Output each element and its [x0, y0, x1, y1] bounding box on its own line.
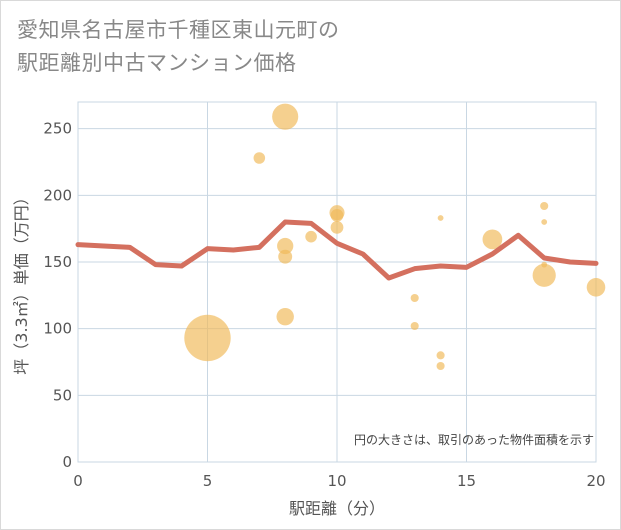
- data-bubble: [541, 219, 548, 225]
- x-tick-label: 5: [203, 472, 213, 490]
- data-bubble: [272, 103, 299, 130]
- data-bubble: [184, 314, 231, 362]
- y-axis-title: 坪（3.3㎡）単価（万円）: [12, 189, 31, 374]
- chart-title-line-2: 駅距離別中古マンション価格: [17, 51, 297, 75]
- x-tick-label: 15: [457, 472, 476, 490]
- data-bubble: [410, 293, 419, 303]
- data-bubble: [277, 237, 294, 255]
- y-tick-label: 250: [43, 120, 72, 138]
- data-bubble: [305, 230, 317, 243]
- data-bubble: [410, 321, 419, 331]
- x-tick-label: 0: [73, 472, 83, 490]
- data-bubble: [278, 249, 293, 264]
- data-bubble: [586, 278, 606, 297]
- y-tick-label: 100: [43, 320, 72, 338]
- data-bubble: [532, 263, 556, 287]
- data-bubble: [330, 208, 344, 222]
- average-price-line: [75, 219, 599, 281]
- x-tick-label: 20: [586, 472, 605, 490]
- data-bubble: [330, 220, 344, 234]
- y-tick-label: 200: [43, 186, 72, 204]
- x-tick-label: 10: [327, 472, 346, 490]
- chart-title: 愛知県名古屋市千種区東山元町の 駅距離別中古マンション価格: [17, 14, 340, 80]
- y-tick-label: 50: [53, 386, 72, 404]
- data-bubble: [436, 361, 445, 371]
- axis-ticks: 0 50 100 150 200 250 0 5 10 15 20: [43, 120, 605, 490]
- size-note: 円の大きさは、取引のあった物件面積を示す: [354, 432, 594, 447]
- average-line: [75, 219, 599, 281]
- bubbles: [184, 103, 606, 371]
- x-axis-title: 駅距離（分）: [289, 499, 385, 518]
- data-bubble: [540, 201, 549, 211]
- data-bubble: [253, 152, 266, 164]
- y-tick-label: 150: [43, 253, 72, 271]
- data-bubble: [437, 215, 444, 221]
- y-tick-label: 0: [62, 453, 72, 471]
- data-bubble: [482, 229, 503, 250]
- data-bubble: [436, 351, 445, 360]
- data-bubble: [276, 307, 294, 326]
- grid: [77, 101, 597, 463]
- chart-title-line-1: 愛知県名古屋市千種区東山元町の: [17, 18, 340, 42]
